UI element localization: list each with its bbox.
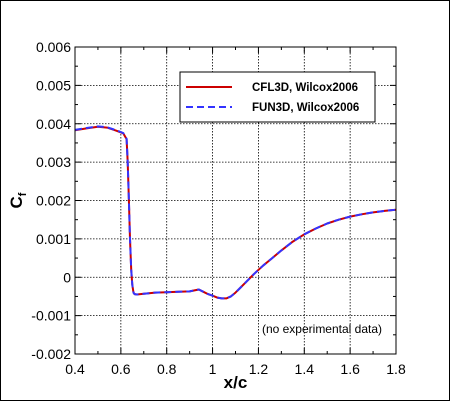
y-tick-labels: -0.002 -0.001 0 0.001 0.002 0.003 0.004 0.005 0.… [31, 39, 71, 362]
y-tick-label: 0.001 [36, 231, 71, 247]
x-tick-label: 0.6 [111, 361, 131, 377]
legend-label-fun3d: FUN3D, Wilcox2006 [252, 102, 359, 114]
x-tick-label: 1 [209, 361, 217, 377]
y-axis-title-main: C [7, 196, 26, 208]
legend: CFL3D, Wilcox2006 FUN3D, Wilcox2006 [179, 71, 376, 123]
x-tick-label: 1.6 [340, 361, 360, 377]
legend-label-cfl3d: CFL3D, Wilcox2006 [252, 82, 358, 94]
x-tick-label: 0.4 [65, 361, 85, 377]
y-tick-label: -0.002 [31, 346, 71, 362]
y-tick-label: 0.002 [36, 193, 71, 209]
x-tick-labels: 0.4 0.6 0.8 1 1.2 1.4 1.6 1.8 [65, 361, 406, 377]
x-tick-label: 1.8 [386, 361, 406, 377]
series-group [74, 125, 397, 300]
y-axis-title: Cf [7, 192, 29, 208]
series-line-cfl3d [74, 125, 397, 300]
y-tick-label: 0.003 [36, 154, 71, 170]
legend-box [179, 71, 376, 123]
x-tick-label: 1.4 [295, 361, 315, 377]
tick-marks [74, 46, 397, 355]
x-axis-title: x/c [224, 373, 248, 392]
y-tick-label: 0.005 [36, 77, 71, 93]
y-tick-label: -0.001 [31, 308, 71, 324]
y-tick-label: 0.004 [36, 116, 71, 132]
y-tick-label: 0.006 [36, 39, 71, 55]
series-line-fun3d [74, 125, 397, 300]
y-axis-title-subscript: f [17, 192, 29, 196]
x-tick-label: 0.8 [157, 361, 177, 377]
annotation-no-experimental-data: (no experimental data) [262, 322, 382, 336]
svg-text:Cf: Cf [7, 192, 29, 208]
y-tick-label: 0 [63, 269, 71, 285]
x-tick-label: 1.2 [249, 361, 269, 377]
